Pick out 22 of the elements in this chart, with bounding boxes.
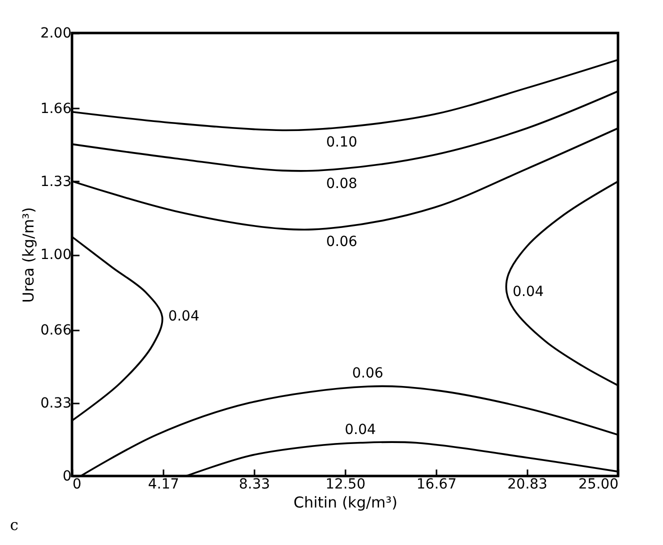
x-axis-title: Chitin (kg/m³) — [293, 494, 398, 512]
y-tick-label: 1.00 — [40, 247, 72, 263]
series-label: 0.04 — [344, 422, 376, 438]
series-label: 0.04 — [512, 284, 544, 300]
x-tick-label: 16.67 — [416, 476, 457, 492]
y-tick-label: 0.66 — [40, 322, 72, 338]
x-tick-label: 4.17 — [148, 476, 180, 492]
x-tick-label: 25.00 — [578, 476, 618, 492]
y-tick-label: 2.00 — [40, 26, 72, 42]
x-tick-label: 12.50 — [325, 476, 366, 492]
series-label: 0.04 — [168, 308, 200, 325]
series-label: 0.06 — [352, 366, 384, 382]
y-tick-label: 1.33 — [40, 174, 72, 190]
x-tick-label: 8.33 — [238, 476, 270, 492]
y-tick-label: 1.66 — [40, 100, 72, 117]
x-tick-label: 20.83 — [507, 476, 548, 492]
series-label: 0.10 — [326, 134, 358, 150]
text: c — [10, 516, 18, 534]
y-tick-label: 0.33 — [40, 395, 72, 412]
y-axis-title: Urea (kg/m³) — [19, 207, 38, 303]
series-label: 0.08 — [326, 176, 358, 192]
series-label: 0.06 — [326, 234, 358, 250]
